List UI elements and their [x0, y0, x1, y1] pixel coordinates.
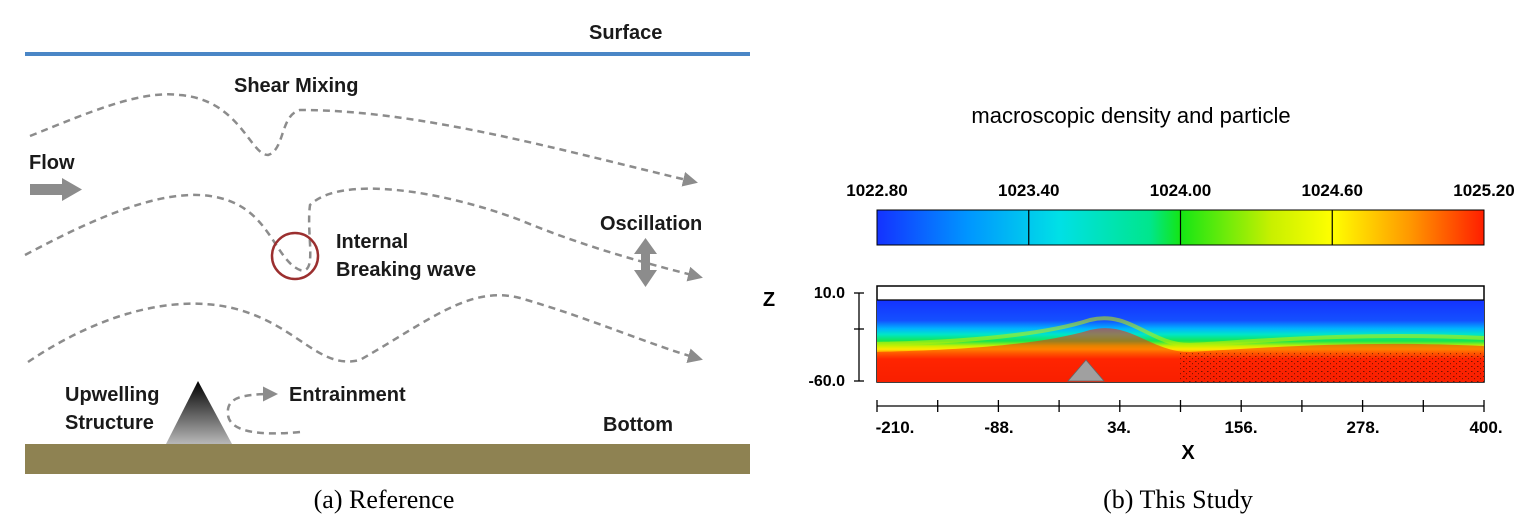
surface-label: Surface: [589, 22, 662, 44]
oscillation-arrow-icon: [634, 238, 657, 287]
streamline-bottom: [27, 293, 703, 364]
plot-title: macroscopic density and particle: [971, 103, 1290, 128]
z-tick-label: -60.0: [809, 373, 846, 390]
x-tick-label: 400.: [1469, 418, 1502, 437]
flow-arrow-icon: [30, 178, 82, 201]
structure-marker: [1067, 359, 1105, 382]
upwelling-structure-shape: [166, 381, 232, 444]
breaking-wave-circle: [270, 231, 320, 281]
bottom-label: Bottom: [603, 414, 673, 436]
colorbar-tick-label: 1025.20: [1453, 181, 1514, 200]
entrainment-label: Entrainment: [289, 384, 406, 406]
colorbar-tick-label: 1023.40: [998, 181, 1059, 200]
x-tick-label: -210.: [876, 418, 915, 437]
density-field: [877, 300, 1484, 382]
streamline-middle: [24, 187, 703, 282]
colorbar-tick-label: 1024.60: [1302, 181, 1363, 200]
x-axis-ticks: [876, 400, 1485, 412]
z-axis-label: Z: [763, 289, 775, 311]
colorbar-tick-label: 1022.80: [846, 181, 907, 200]
x-tick-label: 156.: [1224, 418, 1257, 437]
z-tick-label: 10.0: [814, 285, 845, 302]
x-tick-label: -88.: [984, 418, 1013, 437]
streamline-top: [29, 93, 698, 187]
x-tick-label: 34.: [1107, 418, 1131, 437]
caption-b: (b) This Study: [1103, 485, 1253, 514]
upwelling-label: Upwelling: [65, 384, 159, 406]
internal-label: Internal: [336, 231, 408, 253]
panel-a-reference: Surface Shear Mixing Flow Internal Break…: [24, 22, 750, 514]
oscillation-label: Oscillation: [600, 213, 702, 235]
flow-label: Flow: [29, 152, 75, 174]
shear-mixing-label: Shear Mixing: [234, 75, 358, 97]
breaking-wave-label: Breaking wave: [336, 259, 476, 281]
x-tick-label: 278.: [1346, 418, 1379, 437]
entrainment-arrow: [226, 386, 301, 435]
bottom-bed: [25, 444, 750, 474]
structure-label: Structure: [65, 412, 154, 434]
panel-b-this-study: macroscopic density and particle 1022.80…: [763, 103, 1515, 514]
caption-a: (a) Reference: [314, 485, 455, 514]
colorbar-tick-label: 1024.00: [1150, 181, 1211, 200]
x-axis-label: X: [1181, 442, 1195, 464]
